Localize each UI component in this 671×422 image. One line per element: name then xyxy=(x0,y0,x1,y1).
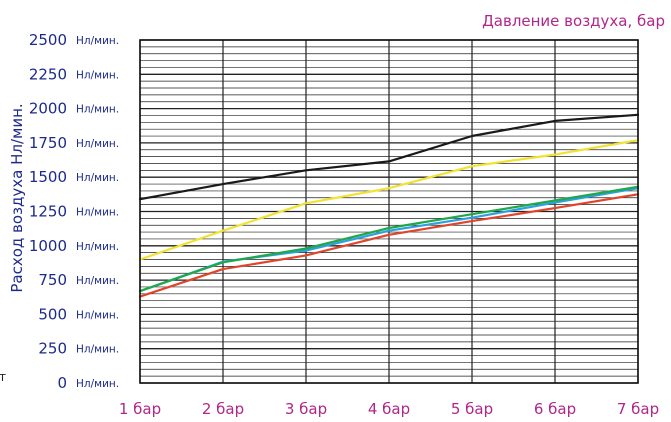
plot-frame xyxy=(139,39,639,384)
series-line-4 xyxy=(138,185,640,293)
x-tick-label: 2 бар xyxy=(202,400,244,418)
y-tick-label: 1500 xyxy=(29,168,67,186)
x-tick-labels: 1 бар 2 бар 3 бар 4 бар 5 бар 6 бар 7 бар xyxy=(119,400,659,418)
y-tick-unit: Нл/мин. xyxy=(76,138,119,150)
x-axis-title: Давление воздуха, бар xyxy=(482,12,665,30)
y-tick-label: 2000 xyxy=(29,100,67,118)
y-tick-unit: Нл/мин. xyxy=(76,309,119,321)
y-tick-labels: 0 Нл/мин. 250 Нл/мин. 500 Нл/мин. 750 Нл/мин. 10… xyxy=(29,31,119,392)
x-tick-label: 5 бар xyxy=(451,400,493,418)
x-tick-label: 4 бар xyxy=(368,400,410,418)
grid xyxy=(139,39,639,384)
y-tick-label: 1750 xyxy=(29,134,67,152)
y-tick-unit: Нл/мин. xyxy=(76,172,119,184)
y-tick-label: 1250 xyxy=(29,203,67,221)
y-tick-unit: Нл/мин. xyxy=(76,104,119,116)
x-tick-label: 1 бар xyxy=(119,400,161,418)
y-tick-unit: Нл/мин. xyxy=(76,275,119,287)
y-tick-unit: Нл/мин. xyxy=(76,344,119,356)
y-tick-label: 1000 xyxy=(29,237,67,255)
series-line-5 xyxy=(138,193,640,298)
y-tick-unit: Нл/мин. xyxy=(76,241,119,253)
y-tick-label: 2250 xyxy=(29,65,67,83)
y-tick-unit: Нл/мин. xyxy=(76,69,119,81)
stray-text: т xyxy=(0,370,6,384)
x-tick-label: 7 бар xyxy=(617,400,659,418)
series-group xyxy=(138,113,640,298)
series-line-1 xyxy=(138,113,640,201)
series-line-2 xyxy=(138,139,640,261)
y-tick-unit: Нл/мин. xyxy=(76,207,119,219)
y-tick-unit: Нл/мин. xyxy=(76,35,119,47)
y-tick-unit: Нл/мин. xyxy=(76,378,119,390)
y-tick-label: 750 xyxy=(38,271,67,289)
y-tick-label: 250 xyxy=(38,340,67,358)
x-tick-label: 6 бар xyxy=(534,400,576,418)
x-tick-label: 3 бар xyxy=(285,400,327,418)
y-axis-title: Расход воздуха Нл/мин. xyxy=(8,103,26,292)
y-tick-label: 500 xyxy=(38,305,67,323)
y-tick-label: 2500 xyxy=(29,31,67,49)
y-tick-label: 0 xyxy=(57,374,67,392)
